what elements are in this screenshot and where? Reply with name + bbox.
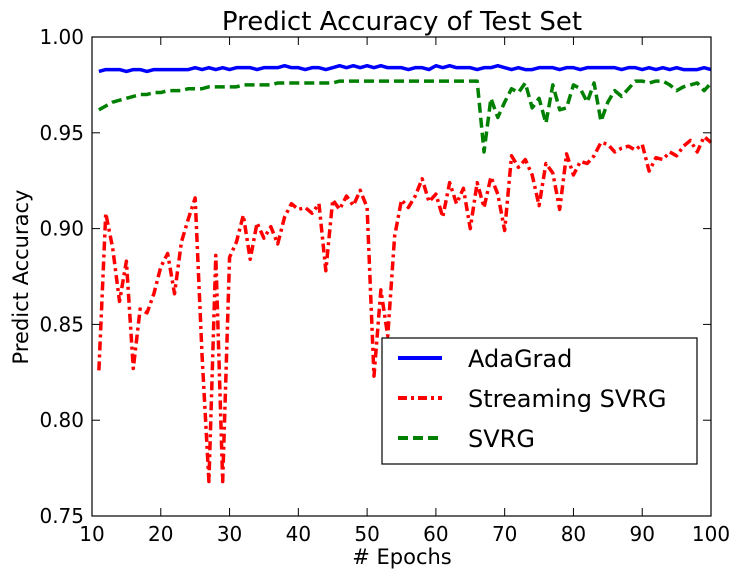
legend-label-svrg: SVRG — [468, 425, 535, 453]
x-tick-label: 80 — [561, 522, 586, 546]
x-tick-label: 20 — [148, 522, 173, 546]
y-tick-label: 0.85 — [39, 312, 84, 336]
x-tick-label: 50 — [354, 522, 379, 546]
y-tick-label: 1.00 — [39, 25, 84, 49]
y-tick-label: 0.80 — [39, 408, 84, 432]
legend: AdaGrad Streaming SVRG SVRG — [381, 337, 698, 465]
y-axis-label: Predict Accuracy — [9, 190, 33, 365]
legend-label-adagrad: AdaGrad — [468, 345, 572, 373]
plot-area — [97, 63, 713, 484]
x-axis-label: # Epochs — [352, 545, 452, 569]
plot-frame — [91, 36, 712, 517]
x-tick-label: 10 — [79, 522, 104, 546]
x-tick-label: 40 — [286, 522, 311, 546]
x-tick-label: 100 — [692, 522, 730, 546]
x-tick-label: 70 — [492, 522, 517, 546]
y-tick-label: 0.90 — [39, 217, 84, 241]
y-tick-label: 0.75 — [39, 504, 84, 528]
legend-label-streaming-svrg: Streaming SVRG — [468, 385, 667, 413]
axes: 10 20 30 40 50 60 70 80 90 100 0.75 0.80 0.85 0.90 0.9… — [39, 25, 730, 546]
chart-title: Predict Accuracy of Test Set — [222, 7, 582, 37]
series-line-streaming-svrg — [97, 134, 713, 484]
series-line-svrg — [98, 79, 713, 154]
series-line-adagrad — [98, 63, 712, 74]
x-tick-label: 60 — [423, 522, 448, 546]
x-tick-label: 90 — [629, 522, 654, 546]
y-tick-label: 0.95 — [39, 121, 84, 145]
x-tick-label: 30 — [217, 522, 242, 546]
